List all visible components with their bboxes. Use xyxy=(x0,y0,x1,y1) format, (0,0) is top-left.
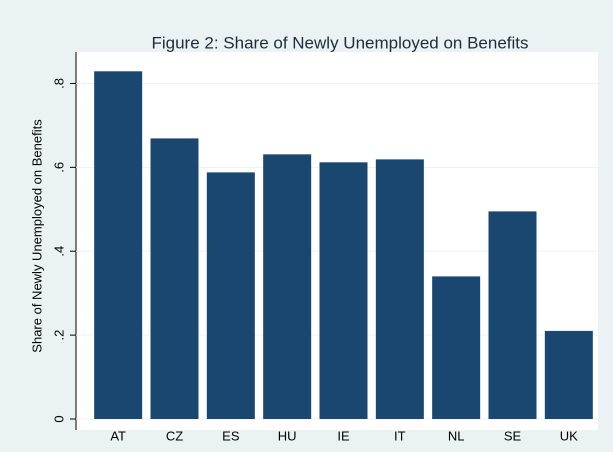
y-tick-label: .8 xyxy=(51,78,66,89)
x-tick-label: HU xyxy=(278,428,297,443)
chart-title: Figure 2: Share of Newly Unemployed on B… xyxy=(151,33,528,52)
y-axis-title: Share of Newly Unemployed on Benefits xyxy=(29,119,44,353)
bar xyxy=(206,172,255,419)
bar xyxy=(375,159,424,419)
x-tick-label: CZ xyxy=(166,428,183,443)
bar xyxy=(432,276,481,419)
bar xyxy=(319,162,368,420)
y-tick-label: 0 xyxy=(51,415,66,422)
x-tick-label: IE xyxy=(337,428,350,443)
x-tick-label: AT xyxy=(110,428,126,443)
bar xyxy=(263,154,312,419)
bar xyxy=(94,71,143,420)
y-tick-label: .2 xyxy=(51,330,66,341)
bar xyxy=(488,211,537,419)
x-tick-label: IT xyxy=(394,428,406,443)
y-tick-label: .4 xyxy=(51,246,66,257)
x-tick-label: SE xyxy=(504,428,522,443)
x-tick-label: ES xyxy=(222,428,240,443)
x-tick-label: NL xyxy=(448,428,465,443)
bar xyxy=(544,330,593,419)
y-tick-label: .6 xyxy=(51,162,66,173)
x-tick-label: UK xyxy=(560,428,578,443)
bar xyxy=(150,138,199,419)
